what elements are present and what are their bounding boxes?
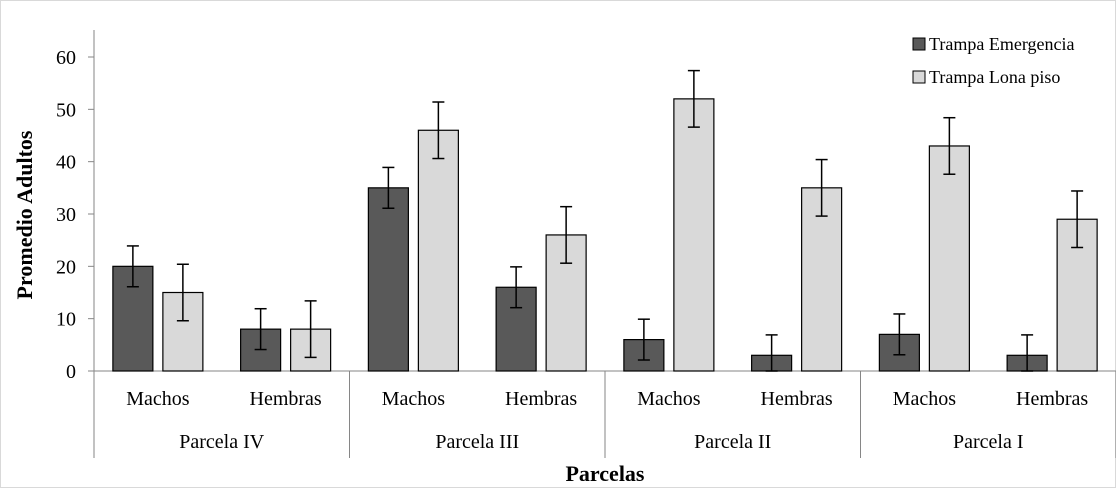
group-label: Parcela IV: [179, 431, 265, 453]
legend: Trampa Emergencia Trampa Lona piso: [912, 34, 1074, 87]
legend-label: Trampa Lona piso: [929, 67, 1060, 87]
category-label: Machos: [126, 388, 190, 410]
bar: [928, 145, 970, 372]
y-tick-label: 60: [56, 47, 76, 69]
category-label: Machos: [637, 388, 701, 410]
group-label: Parcela II: [694, 431, 771, 453]
bar: [673, 98, 715, 372]
category-label: Machos: [893, 388, 957, 410]
bar: [367, 187, 409, 372]
category-label: Hembras: [761, 388, 833, 410]
bar: [1056, 218, 1098, 372]
category-label: Hembras: [1016, 388, 1088, 410]
y-tick-label: 20: [56, 256, 76, 278]
x-axis-label: Parcelas: [565, 461, 644, 486]
legend-label: Trampa Emergencia: [929, 34, 1074, 54]
category-label: Hembras: [250, 388, 322, 410]
group-label: Parcela III: [435, 431, 519, 453]
category-label: Machos: [382, 388, 446, 410]
y-tick-label: 50: [56, 99, 76, 121]
plot-area: 0 10 20 30 40 50 60 Machos Hembras Machos Hembras M…: [56, 30, 1116, 458]
y-tick-label: 0: [66, 361, 76, 383]
legend-swatch: [912, 37, 926, 51]
y-axis-label: Promedio Adultos: [12, 130, 37, 299]
category-label: Hembras: [505, 388, 577, 410]
legend-swatch: [912, 70, 926, 84]
group-label: Parcela I: [953, 431, 1024, 453]
bar: [417, 129, 459, 372]
y-tick-label: 30: [56, 204, 76, 226]
y-tick-label: 10: [56, 309, 76, 331]
y-tick-label: 40: [56, 152, 76, 174]
bar: [801, 187, 843, 372]
